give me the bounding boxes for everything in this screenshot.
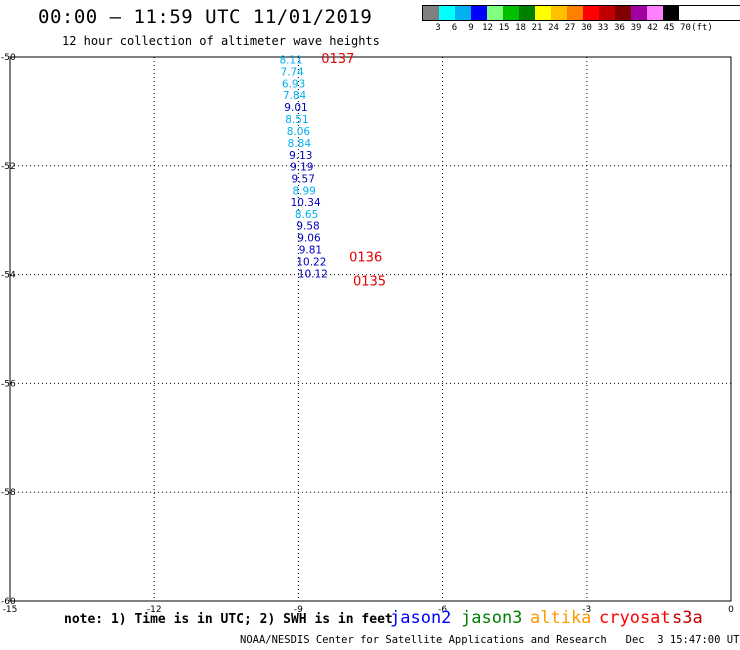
wave-height-label: 9.57	[292, 173, 315, 185]
wave-height-label: 8.65	[295, 209, 318, 221]
colorbar-label-16: (ft)	[691, 23, 713, 33]
wave-height-label: 6.93	[282, 79, 305, 91]
colorbar-swatch-0	[423, 6, 439, 20]
legend-altika: altika	[530, 608, 592, 628]
colorbar-swatch-12	[615, 6, 631, 20]
latitude-tick-label: -52	[1, 162, 16, 172]
colorbar-label-1: 6	[451, 23, 458, 33]
legend-cryosat: cryosat	[599, 608, 671, 628]
wave-height-label: 10.22	[296, 257, 326, 269]
colorbar-label-5: 18	[515, 23, 526, 33]
legend-jason2: jason2	[390, 608, 452, 628]
wave-height-label: 7.74	[280, 67, 304, 79]
wave-height-label: 10.34	[291, 197, 321, 209]
colorbar-label-3: 12	[482, 23, 493, 33]
colorbar-label-15: 70	[680, 23, 691, 33]
pass-time-label: 0136	[349, 251, 382, 266]
map-title: 00:00 – 11:59 UTC 11/01/2019	[38, 6, 373, 28]
longitude-tick-label: -6	[438, 605, 447, 615]
colorbar-swatches	[422, 5, 740, 21]
colorbar-label-12: 39	[630, 23, 642, 33]
longitude-tick-label: -12	[147, 605, 162, 615]
wave-height-label: 9.13	[289, 150, 312, 162]
map-frame	[9, 56, 732, 602]
wave-height-label: 7.84	[283, 90, 307, 102]
wave-height-label: 9.01	[284, 102, 307, 114]
legend-s3a: s3a	[672, 608, 703, 628]
colorbar-swatch-6	[519, 6, 535, 20]
map-subtitle: 12 hour collection of altimeter wave hei…	[62, 34, 380, 48]
colorbar-label-13: 42	[647, 23, 658, 33]
latitude-tick-label: -54	[1, 271, 16, 281]
wave-height-label: 9.06	[297, 233, 321, 245]
colorbar-swatch-1	[439, 6, 455, 20]
longitude-tick-label: -9	[294, 605, 303, 615]
colorbar-swatch-9	[567, 6, 583, 20]
wave-height-label: 9.58	[296, 221, 319, 233]
colorbar-label-7: 24	[548, 23, 559, 33]
colorbar-swatch-3	[471, 6, 487, 20]
wave-height-label: 9.19	[290, 161, 313, 173]
wave-height-colorbar: 3 6 9 12 15 18 21 24 27 30 33 36 39 42 45 70 (ft)	[422, 5, 740, 33]
colorbar-label-2: 9	[468, 23, 474, 33]
colorbar-tick-labels: 3 6 9 12 15 18 21 24 27 30 33 36 39 42 45 70 (ft)	[422, 21, 740, 33]
colorbar-label-9: 30	[581, 23, 592, 33]
wave-height-label: 8.99	[292, 185, 315, 197]
colorbar-label-8: 27	[564, 23, 576, 33]
longitude-tick-label: 0	[728, 605, 734, 615]
colorbar-swatch-13	[631, 6, 647, 20]
colorbar-label-6: 21	[531, 23, 543, 33]
colorbar-label-0: 3	[435, 23, 441, 33]
colorbar-swatch-2	[455, 6, 471, 20]
colorbar-swatch-8	[551, 6, 567, 20]
pass-time-label: 0137	[321, 52, 354, 67]
latitude-tick-label: -58	[1, 488, 16, 498]
wave-height-label: 8.84	[288, 138, 312, 150]
colorbar-swatch-10	[583, 6, 599, 20]
latitude-tick-label: -60	[1, 597, 16, 607]
legend-jason3: jason3	[461, 608, 523, 628]
generated-timestamp: Dec 3 15:47:00 UTC 2019	[625, 634, 740, 646]
wave-height-label: 10.12	[298, 269, 328, 281]
latitude-tick-label: -50	[1, 53, 16, 63]
colorbar-swatch-4	[487, 6, 503, 20]
latitude-tick-label: -56	[1, 379, 16, 389]
wave-height-label: 9.81	[299, 245, 322, 257]
credit-text: NOAA/NESDIS Center for Satellite Applica…	[240, 634, 607, 646]
colorbar-swatch-14	[647, 6, 663, 20]
colorbar-label-14: 45	[663, 23, 675, 33]
colorbar-swatch-7	[535, 6, 551, 20]
colorbar-label-10: 33	[597, 23, 609, 33]
longitude-tick-label: -3	[582, 605, 591, 615]
colorbar-swatch-15	[663, 6, 679, 20]
colorbar-swatch-11	[599, 6, 615, 20]
wave-height-label: 8.11	[279, 55, 302, 67]
colorbar-label-11: 36	[614, 23, 625, 33]
pass-time-label: 0135	[353, 275, 386, 290]
wave-height-label: 8.06	[287, 126, 311, 138]
colorbar-swatch-5	[503, 6, 519, 20]
colorbar-label-4: 15	[498, 23, 510, 33]
wave-height-label: 8.51	[285, 114, 308, 126]
longitude-tick-label: -15	[3, 605, 18, 615]
credit-line: NOAA/NESDIS Center for Satellite Applica…	[240, 634, 740, 646]
units-note: note: 1) Time is in UTC; 2) SWH is in fe…	[64, 612, 393, 627]
